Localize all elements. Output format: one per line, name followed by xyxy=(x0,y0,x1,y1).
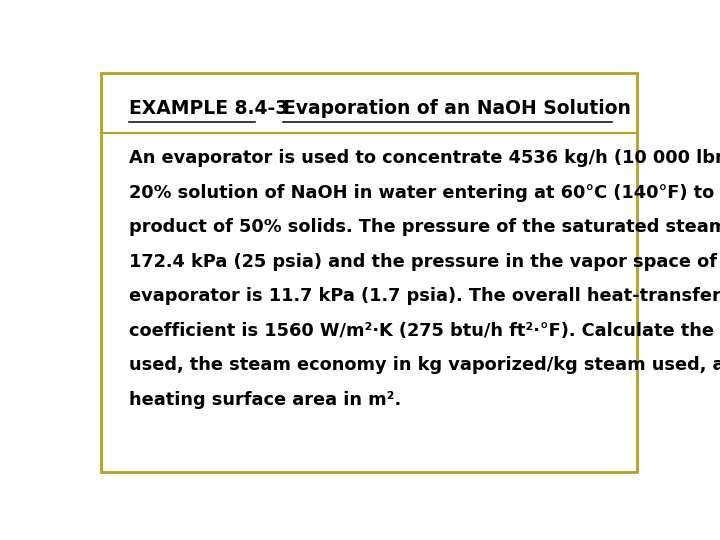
Text: heating surface area in m².: heating surface area in m². xyxy=(129,391,401,409)
Text: 20% solution of NaOH in water entering at 60°C (140°F) to a: 20% solution of NaOH in water entering a… xyxy=(129,184,720,202)
Text: used, the steam economy in kg vaporized/kg steam used, and the: used, the steam economy in kg vaporized/… xyxy=(129,356,720,374)
Text: product of 50% solids. The pressure of the saturated steam used is: product of 50% solids. The pressure of t… xyxy=(129,218,720,237)
Text: 172.4 kPa (25 psia) and the pressure in the vapor space of the: 172.4 kPa (25 psia) and the pressure in … xyxy=(129,253,720,271)
Text: evaporator is 11.7 kPa (1.7 psia). The overall heat-transfer: evaporator is 11.7 kPa (1.7 psia). The o… xyxy=(129,287,720,306)
Text: EXAMPLE 8.4-3: EXAMPLE 8.4-3 xyxy=(129,99,289,118)
Text: coefficient is 1560 W/m²·K (275 btu/h ft²·°F). Calculate the steam: coefficient is 1560 W/m²·K (275 btu/h ft… xyxy=(129,322,720,340)
Text: Evaporation of an NaOH Solution: Evaporation of an NaOH Solution xyxy=(282,99,631,118)
Text: An evaporator is used to concentrate 4536 kg/h (10 000 lbm/h) of a: An evaporator is used to concentrate 453… xyxy=(129,150,720,167)
